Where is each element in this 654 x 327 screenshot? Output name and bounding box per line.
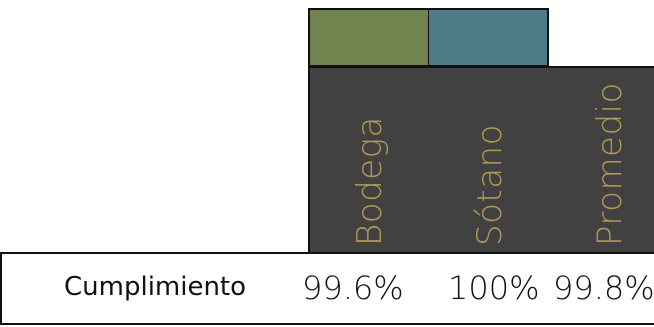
bodega-color-swatch [308, 8, 430, 67]
cell-sotano: 100% [448, 269, 540, 307]
cell-promedio: 99.8% [553, 269, 654, 307]
cell-bodega: 99.6% [302, 269, 404, 307]
row-label: Cumplimiento [64, 272, 247, 302]
column-header-label: Bodega [350, 116, 390, 246]
column-header-promedio: Promedio [550, 66, 654, 246]
sotano-color-swatch [428, 8, 549, 67]
column-header-sotano: Sótano [430, 66, 550, 246]
table-row: Cumplimiento 99.6% 100% 99.8% [0, 252, 654, 325]
column-header-label: Promedio [590, 82, 630, 246]
column-header-label: Sótano [470, 124, 510, 246]
column-header-bodega: Bodega [310, 66, 430, 246]
table-header: Bodega Sótano Promedio [308, 66, 654, 252]
